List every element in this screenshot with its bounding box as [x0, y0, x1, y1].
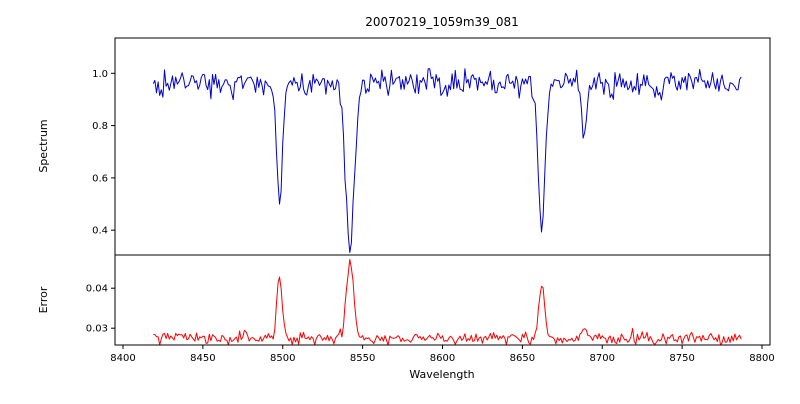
y-tick-label: 0.04: [86, 284, 108, 295]
x-tick-label: 8500: [270, 353, 295, 364]
x-tick-label: 8600: [430, 353, 455, 364]
x-tick-label: 8550: [350, 353, 375, 364]
x-tick-label: 8750: [669, 353, 694, 364]
y-tick-label: 0.8: [92, 121, 108, 132]
x-tick-label: 8800: [749, 353, 774, 364]
error-line: [153, 258, 742, 346]
x-tick-label: 8400: [110, 353, 135, 364]
x-tick-label: 8450: [190, 353, 215, 364]
y-tick-label: 1.0: [92, 69, 108, 80]
x-axis-label: Wavelength: [409, 368, 474, 381]
y-axis-label-error: Error: [37, 286, 50, 313]
y-tick-label: 0.6: [92, 173, 108, 184]
y-tick-label: 0.4: [92, 226, 108, 237]
y-axis-label-spectrum: Spectrum: [37, 119, 50, 172]
x-tick-label: 8700: [590, 353, 615, 364]
y-tick-label: 0.03: [86, 324, 108, 335]
x-tick-label: 8650: [510, 353, 535, 364]
spectrum-line: [152, 68, 742, 253]
plot-area: 0.4 0.6 0.8 1.0 0.03 0.04 8400 8450 8500 8550 8600…: [86, 37, 775, 364]
error-panel-border: [114, 254, 771, 346]
spectrum-panel-border: [114, 37, 771, 256]
chart-title: 20070219_1059m39_081: [365, 15, 518, 29]
